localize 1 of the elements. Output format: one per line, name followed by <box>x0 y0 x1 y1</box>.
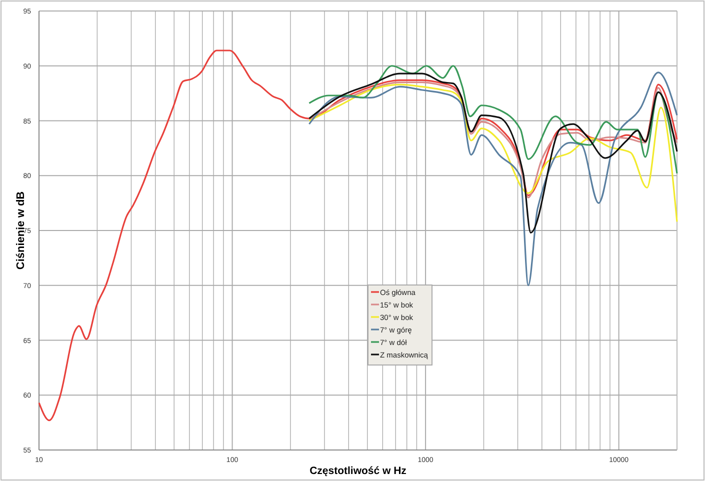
x-axis-title: Częstotliwość w Hz <box>310 465 406 477</box>
